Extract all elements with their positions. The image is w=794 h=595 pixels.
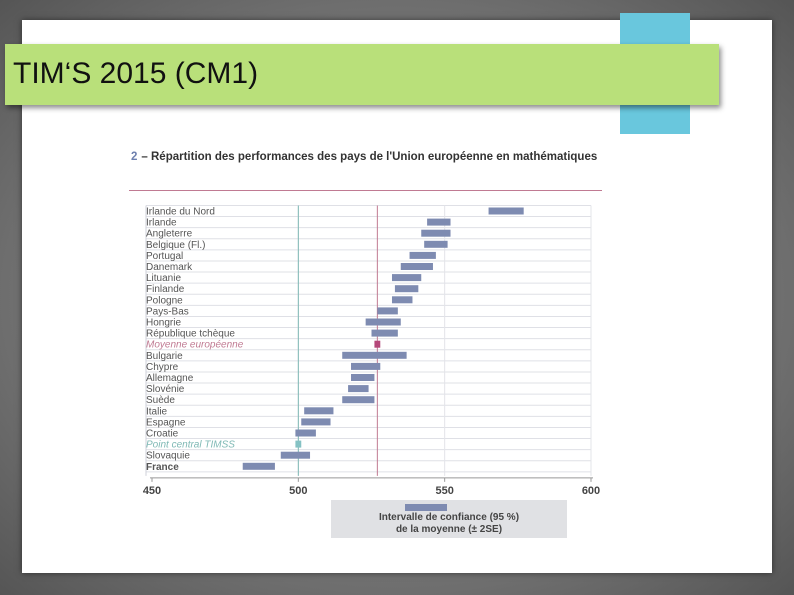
- range-bar: [295, 429, 316, 437]
- range-bar: [301, 418, 331, 426]
- x-tick-label: 450: [143, 485, 161, 497]
- row-label: France: [146, 462, 179, 473]
- legend-swatch: [405, 504, 447, 511]
- row-label: Slovaquie: [146, 451, 190, 462]
- range-bar: [424, 240, 448, 248]
- title-bar: [5, 44, 719, 105]
- row-label: Moyenne européenne: [146, 340, 244, 351]
- row-label: Lituanie: [146, 273, 181, 284]
- row-label: Slovénie: [146, 384, 185, 395]
- x-tick-label: 500: [289, 485, 307, 497]
- figure-number: 2: [131, 151, 138, 163]
- range-bar: [377, 307, 398, 315]
- row-label: Belgique (Fl.): [146, 240, 205, 251]
- row-label: Irlande: [146, 218, 177, 229]
- range-bar: [280, 451, 311, 459]
- range-bar: [488, 207, 524, 215]
- figure-title: 2– Répartition des performances des pays…: [131, 150, 611, 164]
- range-bar: [427, 218, 451, 226]
- slide-title: TIM‘S 2015 (CM1): [13, 57, 259, 90]
- row-label: Angleterre: [146, 229, 193, 240]
- row-label: Danemark: [146, 262, 193, 273]
- range-bar: [391, 274, 422, 282]
- range-bar: [409, 251, 436, 259]
- row-label: Point central TIMSS: [146, 440, 235, 451]
- row-label: Espagne: [146, 417, 186, 428]
- legend: Intervalle de confiance (95 %) de la moy…: [331, 500, 567, 538]
- range-chart: Irlande du NordIrlandeAngleterreBelgique…: [143, 204, 600, 497]
- row-label: Croatie: [146, 429, 179, 440]
- figure-panel: 2– Répartition des performances des pays…: [119, 142, 624, 552]
- legend-label: Intervalle de confiance (95 %) de la moy…: [378, 512, 520, 535]
- row-label: Pays-Bas: [146, 306, 189, 317]
- row-label: Hongrie: [146, 318, 181, 329]
- row-label: Suède: [146, 395, 175, 406]
- x-tick-label: 550: [435, 485, 453, 497]
- range-bar: [421, 229, 451, 237]
- row-label: Chypre: [146, 362, 179, 373]
- row-label: Finlande: [146, 284, 185, 295]
- range-bar: [394, 285, 419, 293]
- row-label: Portugal: [146, 251, 183, 262]
- title-rule: [129, 190, 602, 191]
- range-bar: [342, 351, 407, 359]
- range-bar: [391, 296, 413, 304]
- row-label: Allemagne: [146, 373, 194, 384]
- range-bar: [365, 318, 401, 326]
- row-label: République tchèque: [146, 329, 235, 340]
- range-bar: [348, 385, 369, 393]
- row-label: Irlande du Nord: [146, 207, 215, 218]
- row-label: Pologne: [146, 295, 183, 306]
- figure-title-text: – Répartition des performances des pays …: [141, 151, 598, 163]
- row-label: Italie: [146, 406, 168, 417]
- range-bar: [342, 396, 375, 404]
- x-tick-label: 600: [582, 485, 600, 497]
- range-bar: [242, 462, 275, 470]
- range-bar: [371, 329, 398, 337]
- range-bar: [351, 362, 381, 370]
- range-bar: [400, 263, 433, 270]
- range-bar: [304, 407, 334, 415]
- eu_mean-bar: [374, 340, 381, 348]
- range-bar: [351, 374, 375, 381]
- row-label: Bulgarie: [146, 351, 183, 362]
- timss-bar: [295, 440, 302, 448]
